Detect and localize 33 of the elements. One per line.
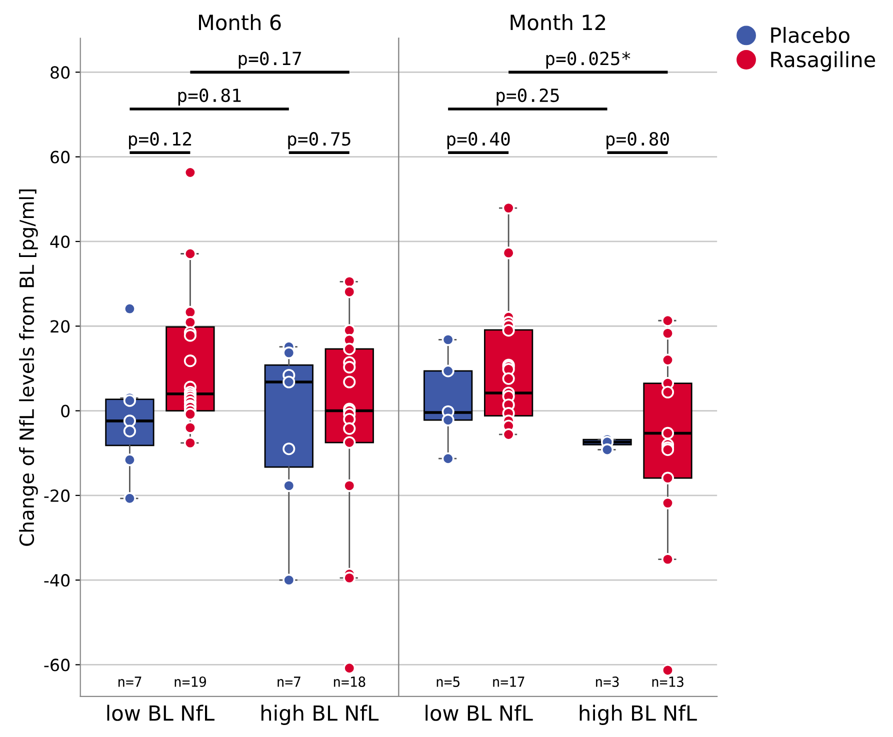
- annotation: n=7: [118, 676, 142, 687]
- annotation: n=13: [652, 676, 684, 687]
- annotation: p=0.75: [288, 132, 350, 150]
- annotation: p=0.80: [606, 132, 669, 150]
- x-tick-label: low BL NfL: [107, 704, 214, 721]
- x-tick-label: high BL NfL: [580, 704, 697, 725]
- y-tick-label: 80: [50, 66, 70, 79]
- annotation: p=0.12: [129, 132, 192, 150]
- annotation: p=0.40: [447, 132, 510, 150]
- y-tick-label: -20: [44, 489, 70, 502]
- chart-title: Month 12: [510, 14, 606, 30]
- annotation: n=18: [334, 676, 366, 687]
- legend-label: Rasagiline: [771, 51, 876, 72]
- annotation: p=0.81: [178, 88, 241, 106]
- annotation: n=7: [278, 676, 300, 687]
- y-tick-label: 60: [50, 150, 70, 164]
- y-tick-label: 0: [61, 404, 70, 418]
- chart-title: Month 6: [199, 14, 281, 30]
- annotation: p=0.25: [496, 88, 559, 106]
- legend-label: Placebo: [771, 26, 850, 44]
- x-tick-label: high BL NfL: [261, 704, 379, 725]
- annotation: p=0.025*: [546, 52, 630, 69]
- annotation: p=0.17: [238, 52, 302, 69]
- y-axis-title: Change of NfL levels from BL [pg/ml]: [19, 190, 38, 546]
- annotation: n=19: [174, 676, 206, 687]
- y-tick-label: -60: [44, 658, 70, 672]
- y-tick-label: 20: [50, 320, 70, 333]
- annotation: n=17: [493, 676, 524, 687]
- annotation: n=5: [436, 676, 460, 687]
- x-tick-label: low BL NfL: [426, 704, 533, 721]
- y-tick-label: -40: [44, 574, 70, 587]
- annotation: n=3: [596, 676, 619, 687]
- y-tick-label: 40: [50, 235, 70, 248]
